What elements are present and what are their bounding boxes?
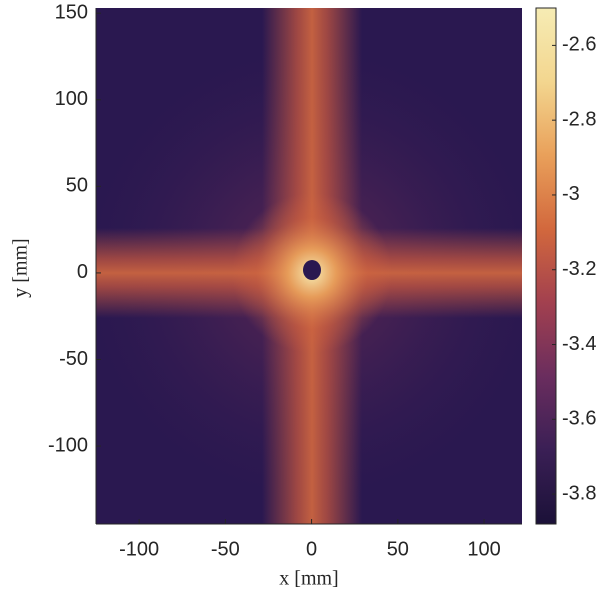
y-tick-label: 50 [66, 175, 88, 197]
colorbar-tick-label: -3.8 [562, 482, 596, 504]
colorbar-tick-label: -2.8 [562, 108, 596, 130]
x-tick-label: 50 [387, 538, 409, 560]
colorbar-tick-label: -3.4 [562, 333, 596, 355]
y-tick-label: 0 [77, 261, 88, 283]
x-tick-label: -100 [119, 538, 159, 560]
colorbar-tick-label: -3 [562, 183, 580, 205]
y-tick-label: -50 [59, 348, 88, 370]
y-axis-label: y [mm] [10, 238, 32, 297]
y-tick-label: 100 [55, 88, 88, 110]
colorbar-tick-label: -3.6 [562, 408, 596, 430]
x-tick-label: 0 [306, 538, 317, 560]
colorbar-tick-label: -3.2 [562, 258, 596, 280]
x-axis-label: x [mm] [279, 568, 338, 590]
colorbar-tick-label: -2.6 [562, 34, 596, 56]
heatmap [96, 8, 522, 524]
y-tick-label: -100 [48, 434, 88, 456]
y-tick-label: 150 [55, 1, 88, 23]
x-tick-label: 100 [467, 538, 500, 560]
colorbar [535, 7, 557, 525]
x-tick-label: -50 [211, 538, 240, 560]
